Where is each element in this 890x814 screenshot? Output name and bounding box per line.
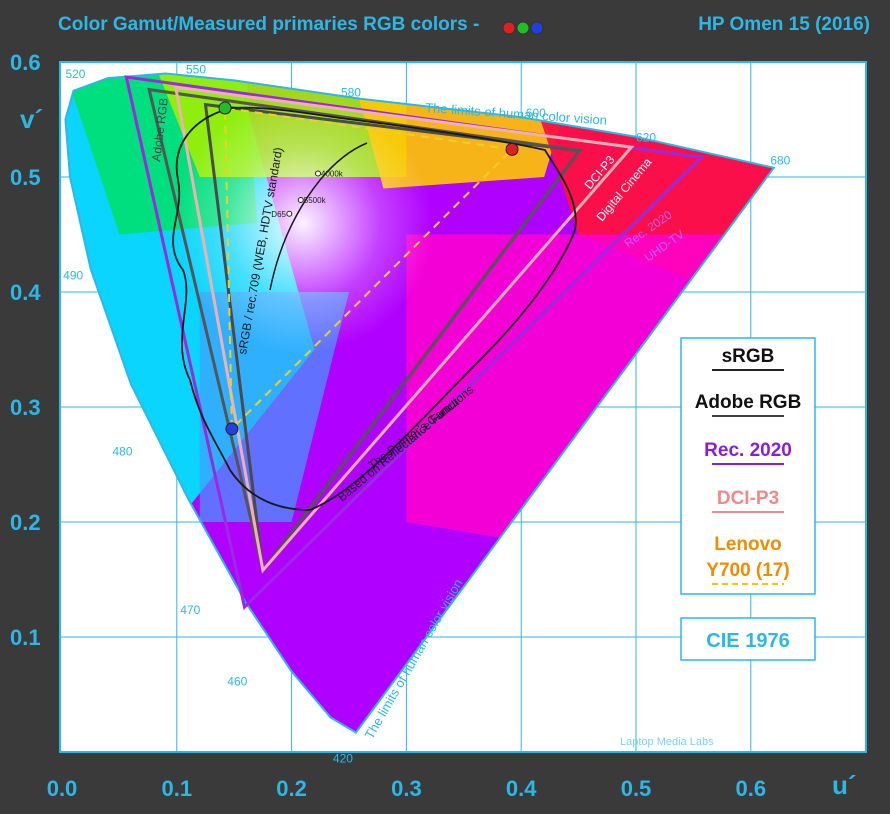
watermark-label: Laptop Media Labs: [620, 736, 714, 748]
wavelength-label: 550: [186, 63, 206, 77]
gamut-triangles: [124, 75, 705, 611]
x-axis-label: u´: [832, 770, 857, 800]
wavelength-label: 480: [113, 444, 133, 458]
planckian-point-label: D65: [271, 210, 286, 219]
x-tick-label: 0.6: [736, 776, 767, 801]
y-tick-label: 0.3: [10, 395, 41, 420]
device-model-title: HP Omen 15 (2016): [698, 14, 870, 35]
x-tick-label: 0.2: [276, 776, 307, 801]
x-tick-label: 0.5: [621, 776, 652, 801]
planckian-point: [315, 170, 322, 177]
wavelength-label: 600: [526, 106, 546, 120]
primaries-dots-icon: [502, 21, 544, 35]
legend-item-label: sRGB: [722, 346, 775, 367]
wavelength-label: 420: [333, 751, 353, 765]
planckian-points: 4000k 5500k D65: [271, 170, 343, 219]
planckian-point: [286, 210, 293, 217]
x-tick-label: 0.1: [162, 776, 193, 801]
cie-label: CIE 1976: [706, 630, 789, 652]
legend-item-label: Y700 (17): [706, 560, 789, 581]
wavelength-label: 490: [63, 268, 83, 282]
x-tick-label: 0.3: [391, 776, 422, 801]
measured-primaries: [218, 101, 519, 436]
primary-point-blue: [225, 422, 239, 436]
gamut-triangle-4: [223, 106, 515, 432]
wavelength-labels: 520 550 580 600 620 680 490 480 470 460 420: [63, 63, 791, 766]
x-axis-ticks: 0.0 0.1 0.2 0.3 0.4 0.5 0.6: [47, 776, 766, 801]
y-tick-label: 0.1: [10, 625, 41, 650]
y-tick-label: 0.2: [10, 510, 41, 535]
primary-point-green: [218, 101, 232, 115]
x-tick-label: 0.0: [47, 776, 78, 801]
wavelength-label: 470: [180, 603, 200, 617]
plot-frame: [59, 61, 867, 753]
y-axis-label: v´: [20, 104, 43, 134]
legend-item-label: Lenovo: [714, 534, 782, 555]
pointers-gamut-outline: [172, 106, 577, 511]
wavelength-label: 460: [227, 674, 247, 688]
y-tick-label: 0.6: [10, 50, 41, 75]
wavelength-label: 620: [636, 130, 656, 144]
gamut-triangle-3: [173, 85, 635, 574]
x-tick-label: 0.4: [506, 776, 537, 801]
wavelength-label: 680: [770, 153, 790, 167]
wavelength-label: 520: [65, 67, 85, 81]
legend-item-label: Adobe RGB: [695, 392, 802, 413]
primary-point-red: [505, 142, 519, 156]
cie-box: [680, 617, 816, 661]
legend-box: [680, 337, 816, 595]
y-axis-ticks: 0.6 0.5 0.4 0.3 0.2 0.1: [10, 50, 41, 650]
planckian-point-label: 5500k: [304, 196, 327, 205]
wavelength-label: 580: [341, 86, 361, 100]
planckian-point: [297, 197, 304, 203]
y-tick-label: 0.4: [10, 280, 41, 305]
planckian-locus: [269, 142, 368, 291]
gamut-triangle-1: [147, 87, 583, 574]
planckian-point-label: 4000k: [321, 170, 344, 179]
legend-item-label: DCI-P3: [717, 488, 779, 509]
legend-item-label: Rec. 2020: [704, 440, 792, 461]
legend: sRGB Adobe RGB Rec. 2020 DCI-P3 Lenovo Y700 (…: [680, 337, 816, 661]
chart-title: Color Gamut/Measured primaries RGB color…: [58, 14, 480, 35]
y-tick-label: 0.5: [10, 165, 41, 190]
